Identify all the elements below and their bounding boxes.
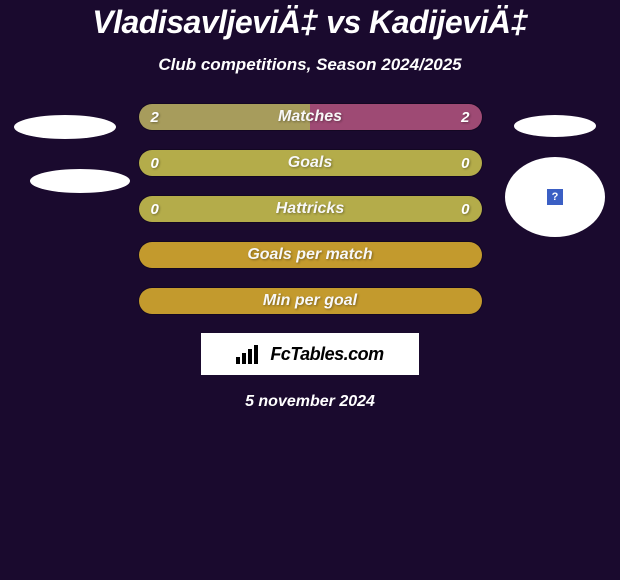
badge-text: ? [552, 191, 559, 203]
stat-bar: 00Goals [138, 149, 483, 177]
stat-bar: Min per goal [138, 287, 483, 315]
unknown-badge-icon: ? [547, 189, 563, 205]
page-title: VladisavljeviÄ‡ vs KadijeviÄ‡ [0, 4, 620, 41]
stat-bar: 00Hattricks [138, 195, 483, 223]
stat-label: Matches [139, 104, 482, 130]
logo-bars-icon [236, 344, 264, 364]
stat-bar: 22Matches [138, 103, 483, 131]
stat-label: Goals [139, 150, 482, 176]
page-subtitle: Club competitions, Season 2024/2025 [0, 55, 620, 75]
avatar-icon [30, 169, 130, 193]
stat-label: Goals per match [139, 242, 482, 268]
stat-bar: Goals per match [138, 241, 483, 269]
logo-text: FcTables.com [270, 344, 383, 365]
club-badge: ? [505, 157, 605, 237]
stats-panel: 22Matches 00Goals 00Hattricks Goals per mat… [138, 103, 483, 315]
snapshot-date: 5 november 2024 [0, 393, 620, 411]
right-player-column: ? [500, 115, 610, 237]
avatar-icon [514, 115, 596, 137]
left-player-column [10, 115, 120, 193]
fctables-logo[interactable]: FcTables.com [201, 333, 419, 375]
stat-label: Hattricks [139, 196, 482, 222]
stat-label: Min per goal [139, 288, 482, 314]
avatar-icon [14, 115, 116, 139]
